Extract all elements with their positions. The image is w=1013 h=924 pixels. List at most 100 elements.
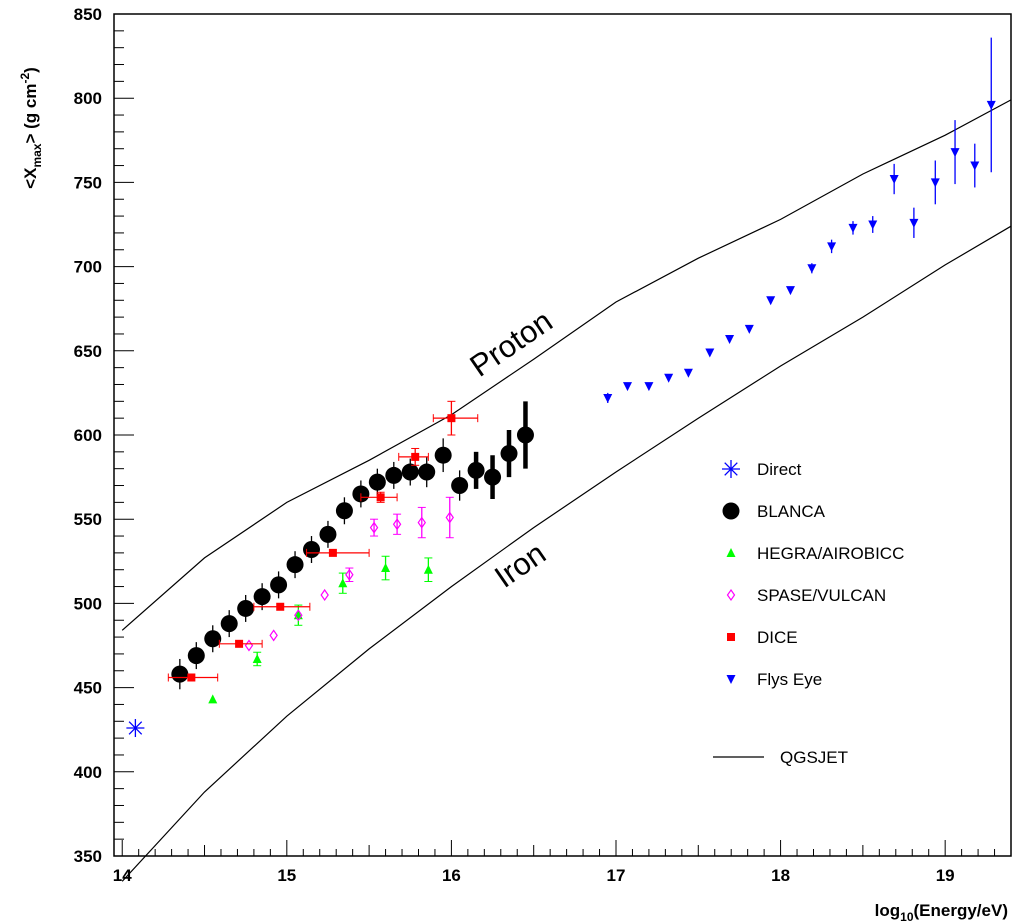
x-axis-title-base: log <box>875 901 901 920</box>
data-point <box>603 392 613 404</box>
data-point <box>303 536 321 563</box>
legend-item: DICE <box>727 628 798 647</box>
legend: Direct BLANCA HEGRA/AIROBICC SPASE/VULCAN DI… <box>713 460 904 767</box>
diamond-marker <box>345 568 354 581</box>
y-tick-label: 600 <box>74 426 102 445</box>
data-point <box>381 555 391 581</box>
data-points <box>126 37 996 738</box>
circle-marker <box>434 446 452 464</box>
x-tick-label: 19 <box>936 866 955 885</box>
data-point <box>807 263 817 274</box>
triangle-down-marker <box>644 382 654 392</box>
data-point <box>950 120 960 185</box>
asterisk-stroke <box>128 721 143 735</box>
data-point <box>500 429 518 478</box>
y-axis-title-sup: -2 <box>18 73 32 84</box>
legend-item: Direct <box>722 460 802 479</box>
triangle-up-marker <box>423 564 433 574</box>
data-point <box>252 651 262 667</box>
circle-marker <box>204 630 222 648</box>
circle-marker <box>418 463 436 481</box>
y-tick-label: 800 <box>74 89 102 108</box>
circle-marker <box>500 445 518 463</box>
diamond-marker <box>392 518 402 531</box>
data-point <box>237 594 255 622</box>
data-point <box>744 324 754 334</box>
series-direct <box>126 719 145 738</box>
legend-label: DICE <box>757 628 798 647</box>
data-point <box>868 216 878 233</box>
data-point <box>909 207 919 238</box>
triangle-down-marker <box>766 296 776 306</box>
square-marker <box>447 414 456 423</box>
data-point <box>785 286 795 296</box>
y-axis-title: <Xmax> (g cm-2) <box>18 67 44 189</box>
triangle-up-marker <box>252 653 262 663</box>
triangle-up-marker <box>726 548 736 557</box>
x-axis-title: log10(Energy/eV) <box>875 901 1008 924</box>
circle-marker <box>368 473 386 491</box>
legend-item: Flys Eye <box>726 670 822 689</box>
legend-label: Flys Eye <box>757 670 822 689</box>
circle-marker <box>253 588 271 606</box>
data-point <box>338 572 348 594</box>
legend-label: QGSJET <box>780 748 848 767</box>
x-tick-label: 18 <box>771 866 790 885</box>
triangle-down-marker <box>807 264 817 274</box>
data-point <box>204 625 222 653</box>
square-marker <box>411 452 420 461</box>
data-point <box>187 642 205 670</box>
data-point <box>270 571 288 599</box>
data-point <box>208 694 218 704</box>
data-point <box>423 557 433 583</box>
series-flys-eye <box>603 37 996 404</box>
series-spase-vulcan <box>244 496 454 652</box>
data-point <box>516 401 534 469</box>
x-tick-label: 17 <box>607 866 626 885</box>
triangle-down-marker <box>848 223 858 233</box>
data-point <box>683 368 693 378</box>
data-point <box>930 160 940 205</box>
axis-ticks: 14 15 16 17 18 19 350 400 450 500 550 600 650 700 750 8… <box>74 5 1012 885</box>
legend-item: BLANCA <box>722 502 826 521</box>
diamond-marker <box>294 609 303 622</box>
square-marker <box>235 639 244 648</box>
circle-marker <box>286 556 304 574</box>
circle-marker <box>484 468 502 486</box>
y-tick-label: 500 <box>74 594 102 613</box>
y-tick-label: 650 <box>74 342 102 361</box>
x-axis-title-sub: 10 <box>900 910 914 924</box>
data-point <box>623 382 633 392</box>
data-point <box>705 348 715 358</box>
square-marker <box>276 602 285 611</box>
y-tick-label: 350 <box>74 847 102 866</box>
triangle-down-marker <box>623 382 633 392</box>
legend-label: HEGRA/AIROBICC <box>757 544 904 563</box>
triangle-down-marker <box>950 148 960 158</box>
y-axis-title-close: > (g cm <box>21 84 40 144</box>
circle-marker <box>319 525 337 543</box>
triangle-down-marker <box>603 393 613 403</box>
series-hegra-airobicc <box>208 555 433 704</box>
diamond-marker <box>417 516 427 529</box>
circle-marker <box>401 463 419 481</box>
proton-label: Proton <box>464 303 559 383</box>
data-point <box>451 470 469 501</box>
data-point <box>220 610 238 638</box>
data-point <box>484 455 502 499</box>
triangle-up-marker <box>338 578 348 588</box>
data-point <box>432 400 479 436</box>
circle-marker <box>220 615 238 633</box>
data-point <box>360 491 398 503</box>
diamond-marker <box>320 588 329 602</box>
model-curves <box>121 99 1012 882</box>
data-point <box>889 163 899 195</box>
triangle-down-marker <box>683 368 693 378</box>
series-dice <box>167 400 479 682</box>
data-point <box>244 639 254 652</box>
y-axis-title-open: <X <box>21 167 40 189</box>
data-point <box>253 583 271 611</box>
data-point <box>167 673 219 682</box>
circle-marker <box>303 541 321 559</box>
data-point <box>126 719 145 738</box>
